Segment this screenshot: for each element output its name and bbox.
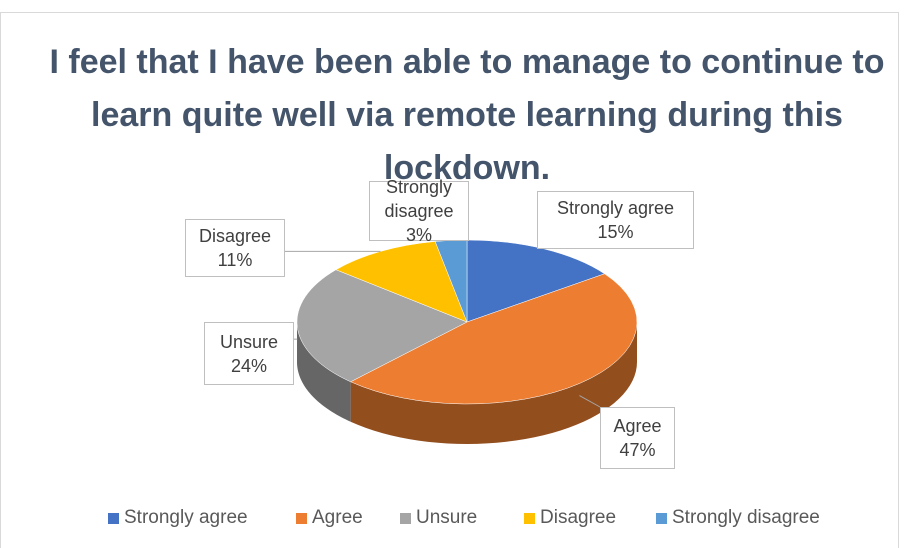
slice xyxy=(350,273,638,405)
data-label: Strongly agree 15% xyxy=(537,191,694,249)
data-label-value: 11% xyxy=(217,250,253,270)
legend-entry: Strongly disagree xyxy=(656,507,820,529)
data-label: Strongly disagree 3% xyxy=(369,177,469,245)
chart-border xyxy=(0,12,899,548)
slice-side xyxy=(297,322,351,422)
legend-label: Agree xyxy=(312,507,363,528)
data-label-value: 24% xyxy=(230,355,268,376)
data-label-name: Unsure xyxy=(219,331,279,352)
legend-entry: Agree xyxy=(296,507,363,529)
leader-line xyxy=(579,395,601,408)
legend-label: Unsure xyxy=(416,507,478,528)
data-label-name: Strongly agree xyxy=(556,198,675,218)
data-label-name: Agree xyxy=(613,416,662,436)
legend-label: Strongly disagree xyxy=(672,507,820,528)
slice xyxy=(335,241,468,323)
legend-entry: Strongly agree xyxy=(108,507,248,529)
data-label-value: 15% xyxy=(597,222,634,242)
legend-swatch xyxy=(108,512,119,524)
data-label: Agree 47% xyxy=(600,407,675,469)
data-label-value: 3% xyxy=(405,225,432,245)
legend-swatch xyxy=(656,512,667,524)
legend-swatch xyxy=(524,512,535,524)
legend-label: Disagree xyxy=(540,507,617,528)
data-label: Disagree 11% xyxy=(185,219,285,277)
slice-side xyxy=(350,322,637,444)
legend-entry: Unsure xyxy=(400,507,477,529)
legend-entry: Disagree xyxy=(524,507,616,529)
data-label-name: Disagree xyxy=(198,226,272,246)
legend-swatch xyxy=(296,512,307,524)
data-label-value: 47% xyxy=(619,440,656,460)
legend-swatch xyxy=(400,512,411,524)
chart-title: I feel that I have been able to manage t… xyxy=(49,43,885,187)
data-label: Unsure 24% xyxy=(204,322,294,385)
slice xyxy=(296,269,468,383)
legend-label: Strongly agree xyxy=(124,507,248,528)
data-label-name: Strongly disagree xyxy=(384,177,454,221)
